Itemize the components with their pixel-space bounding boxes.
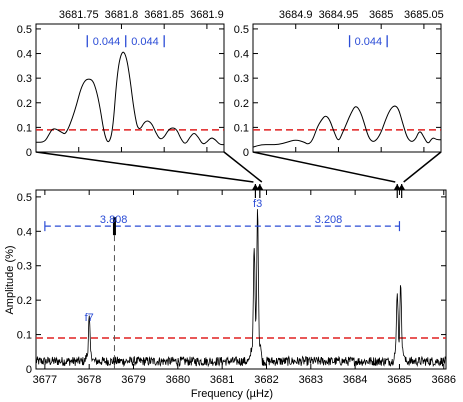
y-tick-label: 0.2 — [17, 98, 32, 110]
y-tick-label: 0 — [26, 147, 32, 159]
x-tick-label: 3681 — [210, 374, 234, 386]
x-tick-label: 3681.9 — [190, 9, 224, 21]
zoom-connector — [35, 151, 254, 183]
peak-arrow-head — [393, 184, 401, 190]
y-tick-label: 0.3 — [17, 261, 32, 273]
x-tick-label: 3681.85 — [144, 9, 184, 21]
peak-label: f3 — [253, 198, 262, 210]
main-spectrum-panel: 0 0.1 0.2 0.3 0.4 0.5 3677 3678 3679 3680 3681 3682… — [17, 184, 456, 386]
x-tick-label: 3683 — [299, 374, 323, 386]
zoom-right-panel: 0 0.1 0.2 0.3 0.4 0.5 3684.9 3684.95 3685 3685.05… — [234, 9, 444, 159]
x-tick-label: 3685 — [387, 374, 411, 386]
zoom-connector — [403, 151, 442, 183]
peak-label: f7 — [85, 312, 94, 324]
y-tick-label: 0.4 — [234, 49, 249, 61]
y-tick-label: 0 — [26, 364, 32, 376]
x-tick-label: 3685.05 — [404, 9, 444, 21]
x-axis-label: Frequency (µHz) — [191, 388, 273, 400]
x-tick-label: 3684.95 — [319, 9, 359, 21]
x-tick-label: 3686 — [432, 374, 456, 386]
x-tick-label: 3685 — [369, 9, 393, 21]
y-tick-label: 0.1 — [234, 122, 249, 134]
y-tick-label: 0.3 — [234, 73, 249, 85]
plot-frame — [252, 23, 442, 153]
y-tick-label: 0.5 — [234, 24, 249, 36]
spacing-label: 0.044 — [355, 36, 383, 48]
y-tick-label: 0.1 — [17, 330, 32, 342]
spectrum-line — [35, 51, 224, 146]
peak-arrow-head — [251, 184, 259, 190]
x-tick-label: 3678 — [77, 374, 101, 386]
plot-frame — [35, 189, 447, 370]
y-tick-label: 0.1 — [17, 122, 32, 134]
peak-arrow-head — [256, 184, 264, 190]
x-tick-label: 3679 — [121, 374, 145, 386]
y-tick-label: 0 — [243, 147, 249, 159]
spacing-label: 3.208 — [315, 214, 343, 226]
x-tick-label: 3681.75 — [59, 9, 99, 21]
y-axis-label: Amplitude (%) — [4, 245, 16, 314]
peak-arrow-head — [398, 184, 406, 190]
x-tick-label: 3684.9 — [279, 9, 313, 21]
y-tick-label: 0.3 — [17, 73, 32, 85]
zoom-connector — [223, 151, 263, 183]
spectrum-line — [35, 209, 447, 368]
x-tick-label: 3682 — [254, 374, 278, 386]
y-tick-label: 0.2 — [234, 98, 249, 110]
x-tick-label: 3680 — [166, 374, 190, 386]
y-tick-label: 0.5 — [17, 24, 32, 36]
zoom-connector — [252, 151, 396, 183]
spacing-label: 3.808 — [100, 214, 128, 226]
y-tick-label: 0.4 — [17, 226, 32, 238]
plot-frame — [35, 23, 225, 153]
y-tick-label: 0.4 — [17, 49, 32, 61]
y-tick-label: 0.5 — [17, 192, 32, 204]
zoom-left-panel: 0 0.1 0.2 0.3 0.4 0.5 3681.75 3681.8 3681.85 3681… — [17, 9, 225, 159]
x-tick-label: 3677 — [33, 374, 57, 386]
y-tick-label: 0.2 — [17, 295, 32, 307]
spacing-label: 0.044 — [131, 36, 159, 48]
x-tick-label: 3684 — [343, 374, 367, 386]
zoom-connector-lines — [35, 151, 442, 183]
x-tick-label: 3681.8 — [105, 9, 139, 21]
spectrum-line — [252, 105, 441, 148]
spacing-label: 0.044 — [93, 36, 121, 48]
